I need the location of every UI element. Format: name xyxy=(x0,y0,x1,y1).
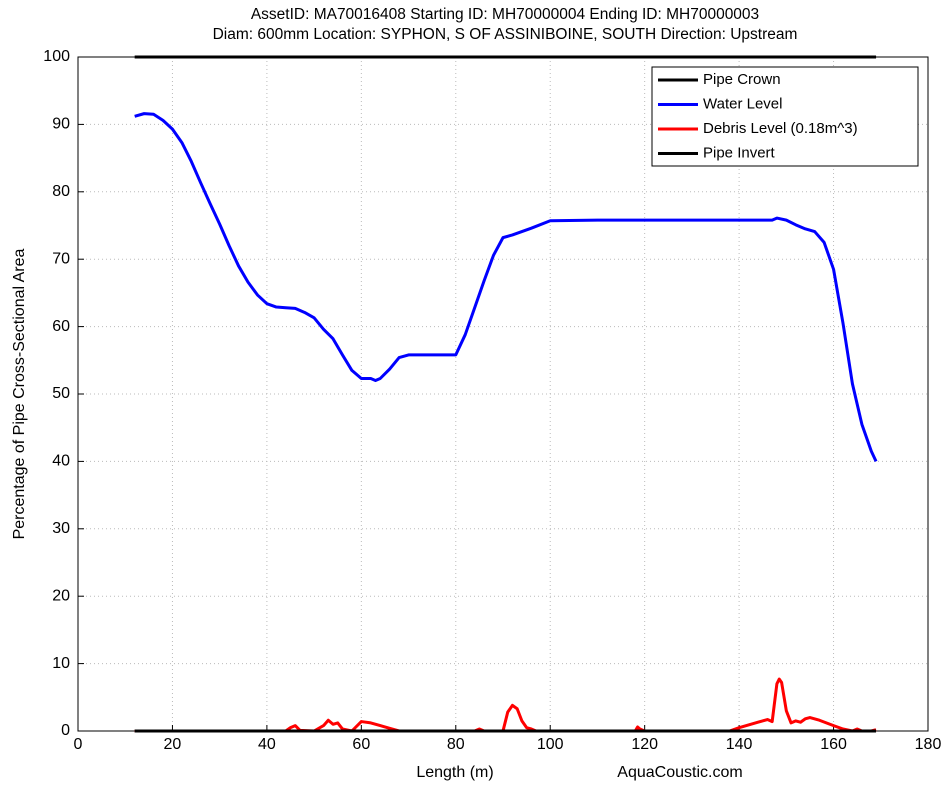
y-tick-label: 80 xyxy=(52,183,70,200)
y-tick-label: 20 xyxy=(52,587,70,604)
y-tick-label: 10 xyxy=(52,655,70,672)
y-tick-label: 60 xyxy=(52,318,70,335)
chart-title: AssetID: MA70016408 Starting ID: MH70000… xyxy=(251,6,759,23)
x-tick-label: 80 xyxy=(447,736,465,753)
x-tick-label: 100 xyxy=(537,736,564,753)
x-tick-label: 60 xyxy=(352,736,370,753)
chart-title: Diam: 600mm Location: SYPHON, S OF ASSIN… xyxy=(213,26,798,43)
y-tick-label: 40 xyxy=(52,453,70,470)
legend-label: Pipe Crown xyxy=(703,71,781,88)
x-tick-label: 20 xyxy=(164,736,182,753)
x-tick-label: 160 xyxy=(820,736,847,753)
y-axis-label: Percentage of Pipe Cross-Sectional Area xyxy=(11,248,28,539)
legend-box xyxy=(651,66,919,167)
annotation: AquaCoustic.com xyxy=(617,764,742,781)
y-tick-label: 100 xyxy=(43,48,70,65)
y-tick-label: 0 xyxy=(61,722,70,739)
x-tick-label: 40 xyxy=(258,736,276,753)
x-tick-label: 0 xyxy=(74,736,83,753)
legend-label: Debris Level (0.18m^3) xyxy=(703,120,858,137)
y-tick-label: 50 xyxy=(52,385,70,402)
y-tick-label: 70 xyxy=(52,250,70,267)
y-tick-label: 30 xyxy=(52,520,70,537)
x-tick-label: 120 xyxy=(631,736,658,753)
legend-label: Water Level xyxy=(703,95,782,112)
legend-label: Pipe Invert xyxy=(703,144,776,161)
x-axis-label: Length (m) xyxy=(416,764,493,781)
x-tick-label: 140 xyxy=(726,736,753,753)
y-tick-label: 90 xyxy=(52,116,70,133)
series-line xyxy=(134,112,878,463)
x-tick-label: 180 xyxy=(915,736,942,753)
